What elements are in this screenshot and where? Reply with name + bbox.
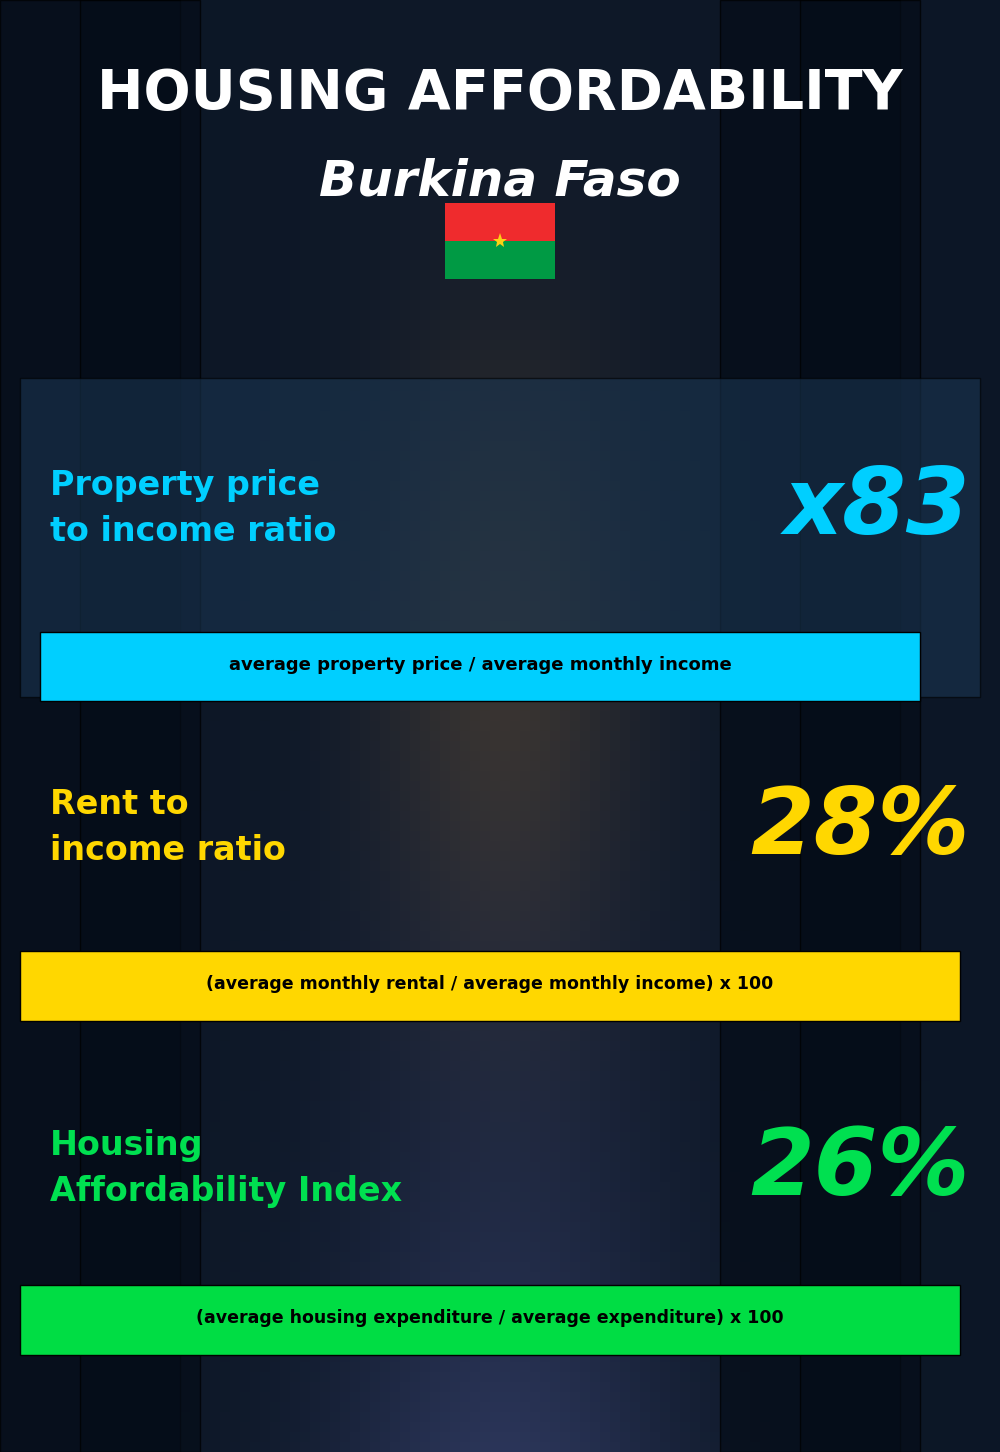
Text: Property price
to income ratio: Property price to income ratio [50,469,336,547]
Text: (average monthly rental / average monthly income) x 100: (average monthly rental / average monthl… [206,976,774,993]
Text: 26%: 26% [751,1124,970,1214]
Bar [445,203,555,241]
Bar [445,241,555,279]
FancyBboxPatch shape [800,0,920,1452]
Text: HOUSING AFFORDABILITY: HOUSING AFFORDABILITY [97,67,903,122]
FancyBboxPatch shape [20,378,980,697]
FancyBboxPatch shape [20,1285,960,1355]
FancyBboxPatch shape [40,632,920,701]
FancyBboxPatch shape [0,0,180,1452]
FancyBboxPatch shape [80,0,200,1452]
FancyBboxPatch shape [20,951,960,1021]
Text: average property price / average monthly income: average property price / average monthly… [229,656,731,674]
Text: Burkina Faso: Burkina Faso [319,157,681,206]
FancyBboxPatch shape [720,0,900,1452]
Text: 28%: 28% [751,783,970,873]
Text: Housing
Affordability Index: Housing Affordability Index [50,1130,402,1208]
Text: x83: x83 [783,463,970,553]
Text: (average housing expenditure / average expenditure) x 100: (average housing expenditure / average e… [196,1310,784,1327]
Text: Rent to
income ratio: Rent to income ratio [50,788,286,867]
